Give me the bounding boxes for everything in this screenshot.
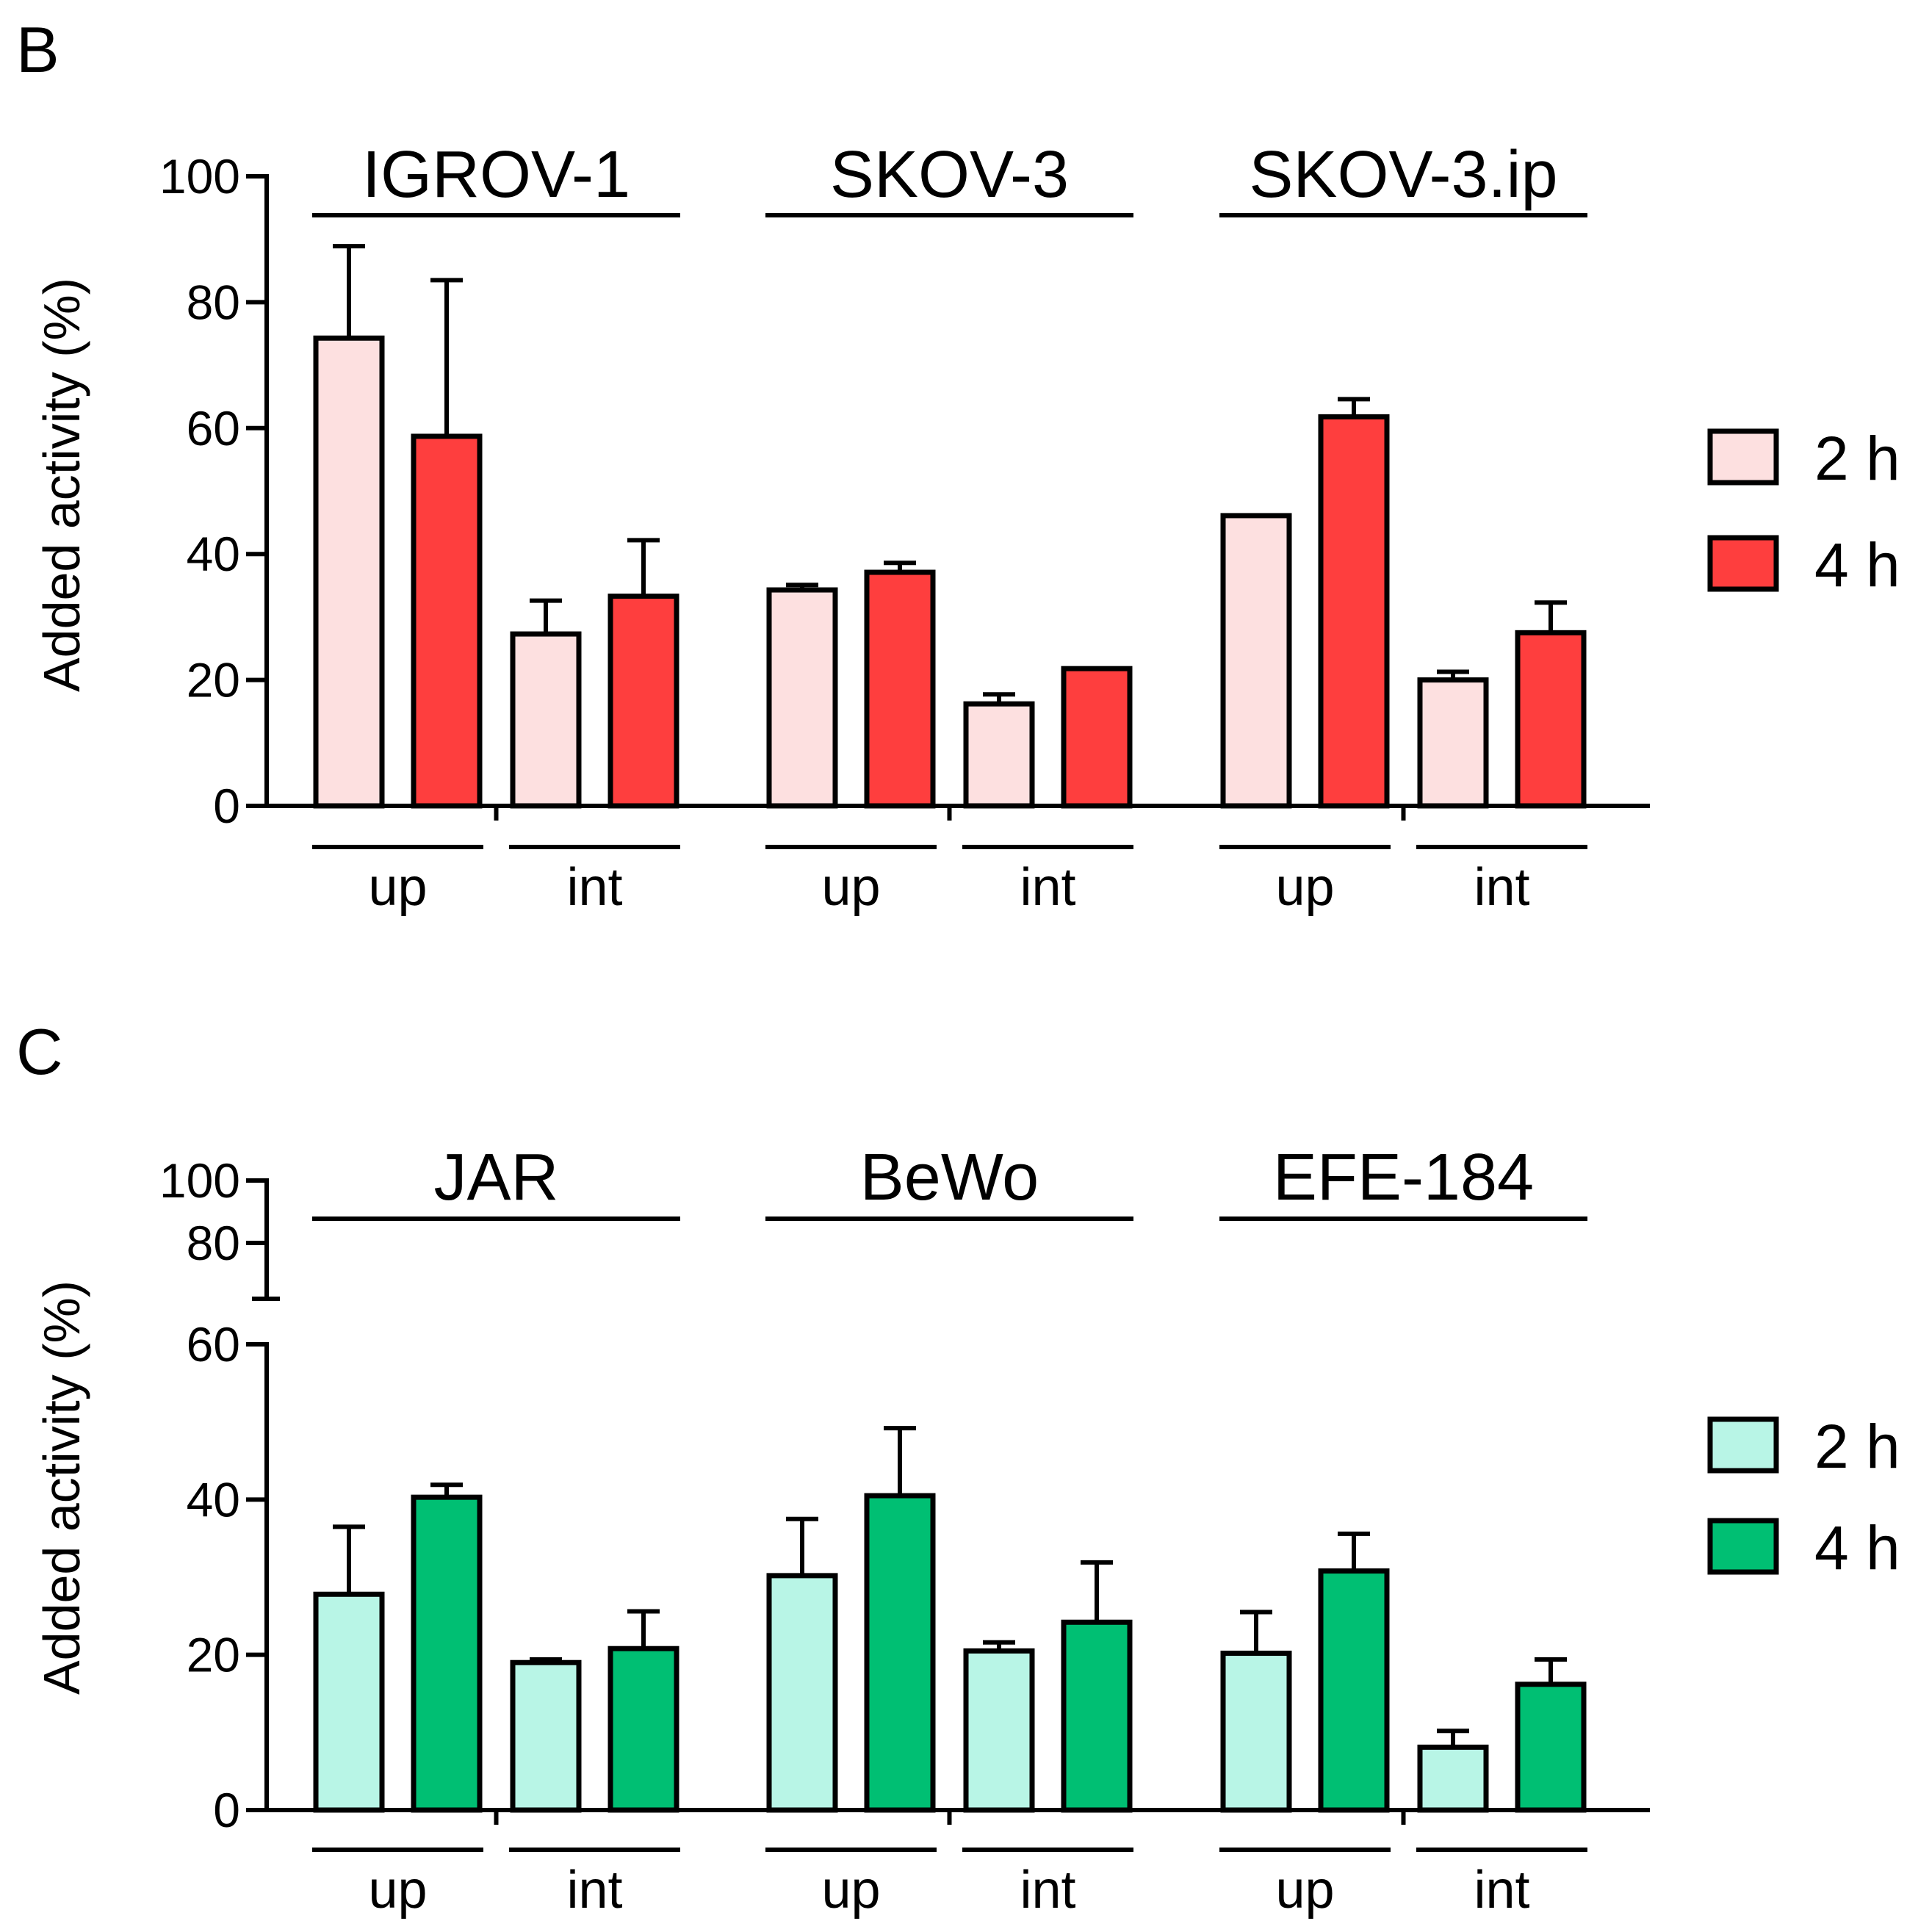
- bar-2h: [1220, 513, 1292, 809]
- y-tick-label: 80: [187, 275, 240, 329]
- panel-c: C Added activity (%) 0 20 40 60 80 100 up int JA…: [16, 1015, 1900, 1920]
- legend-label: 2 h: [1814, 1412, 1900, 1481]
- subgroup-label: int: [566, 858, 622, 917]
- group-title: EFE-184: [1273, 1141, 1534, 1214]
- bar-2h: [1417, 1744, 1489, 1813]
- y-axis-title: Added activity (%): [33, 278, 90, 692]
- bar-4h: [1515, 1682, 1587, 1813]
- group-title: IGROV-1: [362, 138, 630, 212]
- y-tick-label: 40: [187, 527, 240, 581]
- panel-letter-b: B: [16, 13, 60, 86]
- bar-4h: [411, 1494, 483, 1813]
- bar-4h: [1318, 414, 1390, 809]
- bar-2h: [963, 1648, 1035, 1813]
- subgroup-label: up: [368, 1861, 427, 1920]
- bar-2h: [510, 1659, 582, 1813]
- legend-label: 2 h: [1814, 424, 1900, 493]
- bar-4h: [864, 569, 936, 809]
- legend-swatch-2h: [1707, 1416, 1779, 1474]
- bar-4h: [1061, 1619, 1133, 1813]
- bar-2h: [1417, 677, 1489, 809]
- y-tick-label: 100: [159, 1153, 240, 1208]
- group-title: JAR: [433, 1141, 558, 1214]
- bar-2h: [313, 1591, 385, 1813]
- group-title: SKOV-3.ip: [1249, 138, 1557, 212]
- bar-4h: [411, 433, 483, 809]
- subgroup-label: up: [821, 858, 880, 917]
- group-title: SKOV-3: [830, 138, 1069, 212]
- y-tick-label: 0: [213, 779, 240, 833]
- legend-label: 4 h: [1814, 1513, 1900, 1582]
- subgroup-label: int: [1020, 858, 1075, 917]
- y-tick-label: 20: [187, 1628, 240, 1682]
- subgroup-label: up: [1275, 858, 1334, 917]
- bar-2h: [766, 1573, 838, 1813]
- subgroup-label: int: [1020, 1861, 1075, 1920]
- y-tick-label: 100: [159, 149, 240, 203]
- y-tick-label: 80: [187, 1216, 240, 1270]
- legend-swatch-2h: [1707, 428, 1779, 486]
- y-axis-title: Added activity (%): [33, 1280, 90, 1695]
- bar-4h: [864, 1493, 936, 1813]
- bar-4h: [1061, 666, 1133, 809]
- subgroup-label: int: [1474, 1861, 1529, 1920]
- panel-letter-c: C: [16, 1015, 63, 1088]
- bar-4h: [608, 594, 679, 809]
- bar-4h: [1318, 1568, 1390, 1813]
- subgroup-label: up: [821, 1861, 880, 1920]
- bar-2h: [1220, 1651, 1292, 1813]
- bar-2h: [313, 335, 385, 809]
- y-tick-label: 40: [187, 1472, 240, 1527]
- subgroup-label: int: [1474, 858, 1529, 917]
- y-tick-label: 20: [187, 653, 240, 707]
- bar-2h: [963, 701, 1035, 809]
- bar-2h: [766, 587, 838, 809]
- subgroup-label: up: [1275, 1861, 1334, 1920]
- y-tick-label: 0: [213, 1783, 240, 1837]
- group-title: BeWo: [860, 1141, 1039, 1214]
- subgroup-label: up: [368, 858, 427, 917]
- legend-swatch-4h: [1707, 535, 1779, 592]
- bar-4h: [1515, 630, 1587, 809]
- legend-label: 4 h: [1814, 530, 1900, 599]
- bar-4h: [608, 1646, 679, 1813]
- bar-2h: [510, 631, 582, 809]
- panel-b: B Added activity (%) 0 20 40 60 80 100 up int IG…: [16, 13, 1900, 917]
- y-tick-label: 60: [187, 401, 240, 455]
- subgroup-label: int: [566, 1861, 622, 1920]
- y-tick-label: 60: [187, 1317, 240, 1371]
- legend-swatch-4h: [1707, 1518, 1779, 1575]
